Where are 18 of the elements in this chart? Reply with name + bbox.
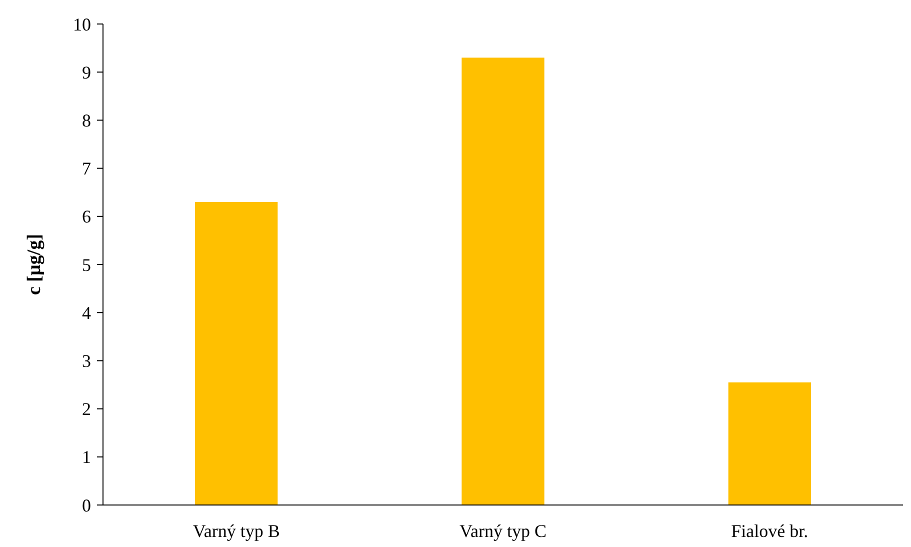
bar	[462, 58, 544, 505]
y-tick-label: 7	[82, 158, 91, 179]
y-tick-label: 2	[82, 399, 91, 420]
y-tick-label: 6	[82, 206, 91, 227]
y-tick-label: 0	[82, 495, 91, 516]
y-tick-label: 3	[82, 351, 91, 371]
y-tick-label: 10	[73, 14, 91, 34]
y-tick-label: 5	[82, 254, 91, 275]
bar	[195, 202, 278, 505]
x-tick-label: Fialové br.	[731, 521, 808, 541]
y-tick-label: 8	[82, 110, 91, 130]
bar	[728, 382, 811, 505]
y-axis-title: c [µg/g]	[24, 234, 45, 296]
y-tick-label: 1	[82, 447, 91, 468]
y-tick-label: 4	[82, 302, 91, 323]
y-tick-label: 9	[82, 62, 91, 82]
x-tick-label: Varný typ B	[192, 521, 280, 541]
x-tick-label: Varný typ C	[460, 521, 546, 541]
